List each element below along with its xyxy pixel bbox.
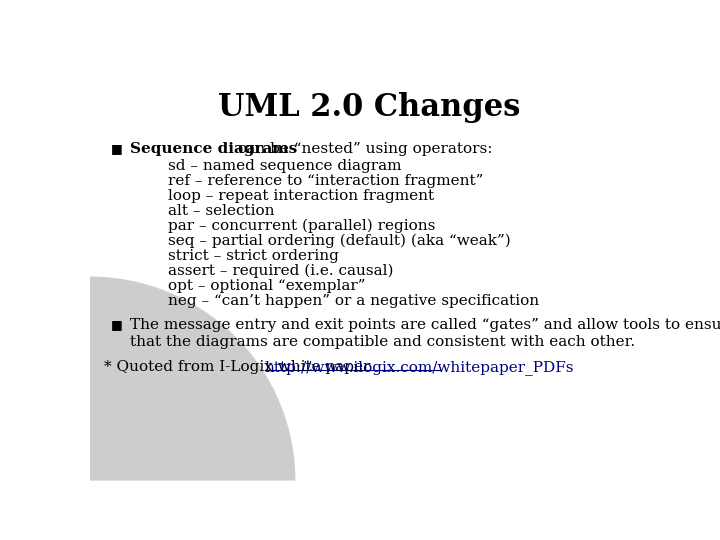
Text: that the diagrams are compatible and consistent with each other.: that the diagrams are compatible and con… xyxy=(130,335,636,349)
Text: ■: ■ xyxy=(110,318,122,331)
Text: UML 2.0 Changes: UML 2.0 Changes xyxy=(218,92,520,123)
Text: ref – reference to “interaction fragment”: ref – reference to “interaction fragment… xyxy=(168,174,483,188)
Text: sd – named sequence diagram: sd – named sequence diagram xyxy=(168,159,401,173)
Text: neg – “can’t happen” or a negative specification: neg – “can’t happen” or a negative speci… xyxy=(168,294,539,308)
Text: The message entry and exit points are called “gates” and allow tools to ensure: The message entry and exit points are ca… xyxy=(130,318,720,332)
Text: loop – repeat interaction fragment: loop – repeat interaction fragment xyxy=(168,189,433,203)
Text: opt – optional “exemplar”: opt – optional “exemplar” xyxy=(168,279,365,293)
Text: seq – partial ordering (default) (aka “weak”): seq – partial ordering (default) (aka “w… xyxy=(168,234,510,248)
Text: alt – selection: alt – selection xyxy=(168,204,274,218)
Text: par – concurrent (parallel) regions: par – concurrent (parallel) regions xyxy=(168,219,435,233)
Text: can be “nested” using operators:: can be “nested” using operators: xyxy=(233,142,493,156)
Text: ■: ■ xyxy=(110,142,122,155)
Wedge shape xyxy=(90,276,295,481)
Text: assert – required (i.e. causal): assert – required (i.e. causal) xyxy=(168,264,393,278)
Text: http://www.ilogix.com/whitepaper_PDFs: http://www.ilogix.com/whitepaper_PDFs xyxy=(265,360,574,375)
Text: Sequence diagrams: Sequence diagrams xyxy=(130,142,297,156)
Text: * Quoted from I-Logix white paper: * Quoted from I-Logix white paper xyxy=(104,360,375,374)
Text: strict – strict ordering: strict – strict ordering xyxy=(168,249,338,263)
